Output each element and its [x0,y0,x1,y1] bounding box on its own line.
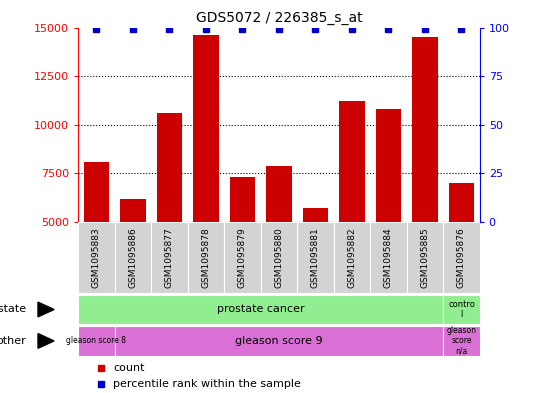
Bar [224,222,261,293]
Polygon shape [38,334,54,348]
Title: GDS5072 / 226385_s_at: GDS5072 / 226385_s_at [196,11,362,25]
Text: GSM1095885: GSM1095885 [420,227,430,288]
Text: GSM1095884: GSM1095884 [384,227,393,288]
Text: disease state: disease state [0,305,26,314]
Bar [443,295,480,324]
Bar [443,326,480,356]
Text: GSM1095879: GSM1095879 [238,227,247,288]
Text: contro
l: contro l [448,300,475,319]
Text: GSM1095882: GSM1095882 [348,227,356,288]
Bar [115,222,151,293]
Text: GSM1095881: GSM1095881 [311,227,320,288]
Text: percentile rank within the sample: percentile rank within the sample [113,379,301,389]
Text: GSM1095878: GSM1095878 [202,227,210,288]
Text: other: other [0,336,26,346]
Bar [261,222,297,293]
Text: gleason
score
n/a: gleason score n/a [446,326,476,356]
Text: prostate cancer: prostate cancer [217,305,305,314]
Text: gleason score 8: gleason score 8 [66,336,127,345]
Text: gleason score 9: gleason score 9 [235,336,323,346]
Bar [78,222,115,293]
Bar [266,165,292,222]
Bar [230,177,255,222]
Bar [120,199,146,222]
Text: GSM1095876: GSM1095876 [457,227,466,288]
Bar [339,101,365,222]
Bar [448,183,474,222]
Text: GSM1095886: GSM1095886 [128,227,137,288]
Text: count: count [113,362,145,373]
Bar [334,222,370,293]
Text: GSM1095880: GSM1095880 [274,227,284,288]
Bar [376,109,401,222]
Bar [443,222,480,293]
Bar [188,222,224,293]
Bar [412,37,438,222]
Bar [151,222,188,293]
Bar [303,208,328,222]
Bar [370,222,407,293]
Bar [297,222,334,293]
Bar [78,326,115,356]
Text: GSM1095883: GSM1095883 [92,227,101,288]
Polygon shape [38,302,54,317]
Bar [115,326,443,356]
Bar [84,162,109,222]
Bar [193,35,219,222]
Bar [157,113,182,222]
Text: GSM1095877: GSM1095877 [165,227,174,288]
Bar [407,222,443,293]
